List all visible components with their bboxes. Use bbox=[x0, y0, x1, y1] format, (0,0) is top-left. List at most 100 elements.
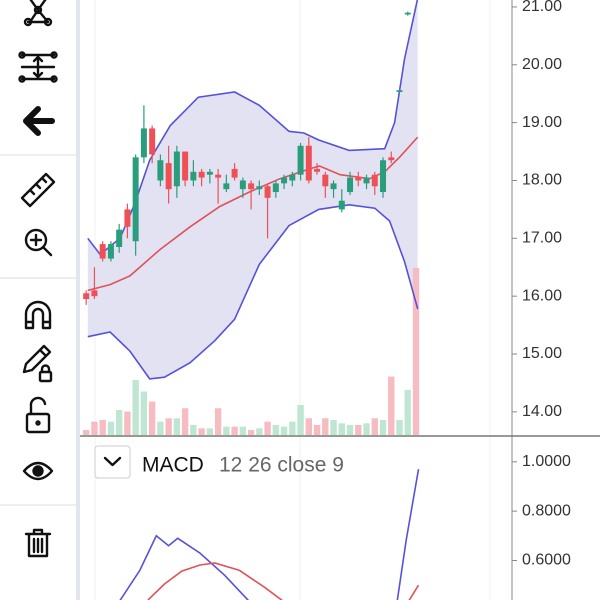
volume-bar bbox=[231, 426, 238, 435]
y-tick-label: 17.00 bbox=[522, 230, 562, 247]
macd-pane bbox=[119, 469, 420, 600]
volume-bar bbox=[280, 426, 288, 435]
candle-body bbox=[248, 183, 255, 190]
parallel-tool[interactable] bbox=[18, 51, 58, 83]
volume-bar bbox=[346, 424, 354, 435]
band-fill bbox=[87, 0, 418, 379]
candle-body bbox=[215, 174, 222, 178]
candle-body bbox=[116, 229, 123, 248]
volume-bar bbox=[140, 391, 148, 435]
volume-bar bbox=[82, 429, 90, 435]
candle-body bbox=[289, 174, 296, 181]
volume-bar bbox=[313, 424, 321, 435]
volume-bar bbox=[379, 419, 387, 435]
volume-bar bbox=[322, 418, 329, 435]
magnet-tool[interactable] bbox=[24, 300, 52, 330]
lock-tool[interactable] bbox=[25, 396, 51, 434]
volume-bar bbox=[256, 428, 263, 435]
macd-header: MACD 12 26 close 9 bbox=[94, 445, 344, 479]
candle-body bbox=[355, 177, 362, 181]
candle-body bbox=[223, 183, 230, 190]
candle-body bbox=[173, 151, 180, 187]
volume-bar bbox=[165, 418, 172, 435]
toolbar-edge bbox=[76, 0, 80, 600]
candle-body bbox=[198, 171, 205, 178]
y-tick-label: 21.00 bbox=[522, 0, 562, 15]
volume-bar bbox=[404, 389, 411, 435]
volume-bar bbox=[107, 421, 115, 435]
candle-body bbox=[157, 160, 164, 181]
volume-bar bbox=[396, 419, 403, 435]
candle-body bbox=[132, 157, 139, 242]
candle-body bbox=[264, 186, 271, 198]
volume-bar bbox=[124, 411, 131, 435]
candle-body bbox=[272, 183, 279, 193]
candle-body bbox=[149, 128, 156, 155]
price-pane bbox=[82, 0, 420, 435]
ruler-tool[interactable] bbox=[20, 172, 56, 208]
volume-bar bbox=[412, 268, 420, 435]
candle-body bbox=[182, 151, 189, 181]
y-tick-label: 1.0000 bbox=[522, 453, 571, 470]
y-tick-label: 14.00 bbox=[522, 403, 562, 420]
volume-bar bbox=[91, 421, 98, 435]
indicator-name: MACD bbox=[142, 454, 204, 477]
volume-bar bbox=[214, 408, 222, 435]
candle-body bbox=[124, 209, 131, 227]
candle-body bbox=[404, 12, 411, 15]
candle-body bbox=[256, 186, 263, 190]
candle-body bbox=[338, 200, 345, 210]
macd-line bbox=[119, 469, 420, 600]
volume-bar bbox=[239, 426, 247, 435]
visibility-tool[interactable] bbox=[22, 461, 54, 481]
volume-bar bbox=[388, 376, 395, 435]
volume-bar bbox=[206, 428, 214, 435]
volume-bar bbox=[330, 419, 337, 435]
chevron bbox=[103, 456, 122, 467]
candle-body bbox=[91, 290, 98, 297]
candle-body bbox=[363, 177, 370, 184]
volume-bar bbox=[132, 379, 139, 435]
candle-body bbox=[83, 293, 90, 300]
candle-body bbox=[140, 128, 147, 158]
y-tick-label: 0.6000 bbox=[522, 552, 571, 569]
volume-bar bbox=[272, 424, 280, 435]
volume-bar bbox=[115, 409, 123, 435]
y-tick-label: 0.8000 bbox=[522, 502, 571, 519]
candle-body bbox=[231, 168, 238, 178]
volume-bar bbox=[181, 408, 189, 435]
draw-lock-tool[interactable] bbox=[22, 344, 53, 383]
volume-bar bbox=[289, 421, 296, 435]
candle-body bbox=[396, 90, 403, 92]
volume-bar bbox=[223, 426, 230, 435]
candle-body bbox=[206, 171, 213, 175]
volume-bar bbox=[371, 418, 378, 435]
volume-bar bbox=[99, 419, 106, 435]
candle-body bbox=[330, 183, 337, 190]
candle-body bbox=[371, 174, 378, 187]
candle-body bbox=[99, 244, 106, 259]
candle-body bbox=[165, 163, 172, 190]
y-tick-label: 20.00 bbox=[522, 56, 562, 73]
zoom-tool[interactable] bbox=[24, 228, 53, 257]
candle-body bbox=[314, 168, 321, 172]
indicator-params: 12 26 close 9 bbox=[219, 454, 344, 477]
arrow-tool[interactable] bbox=[23, 106, 55, 136]
y-tick-label: 18.00 bbox=[522, 172, 562, 189]
collapse-button[interactable] bbox=[94, 445, 131, 479]
volume-bar bbox=[297, 404, 304, 435]
volume-bar bbox=[148, 401, 156, 435]
network-tool[interactable] bbox=[23, 0, 53, 27]
candle-body bbox=[322, 174, 329, 187]
volume-bar bbox=[198, 428, 205, 435]
delete-tool[interactable] bbox=[24, 528, 52, 558]
volume-bar bbox=[157, 421, 164, 435]
y-tick-label: 15.00 bbox=[522, 345, 562, 362]
volume-bar bbox=[338, 423, 345, 435]
volume-bar bbox=[363, 423, 370, 435]
candle-body bbox=[190, 171, 197, 181]
volume-bar bbox=[305, 418, 313, 435]
candle-body bbox=[388, 157, 395, 161]
candle-body bbox=[305, 145, 312, 181]
